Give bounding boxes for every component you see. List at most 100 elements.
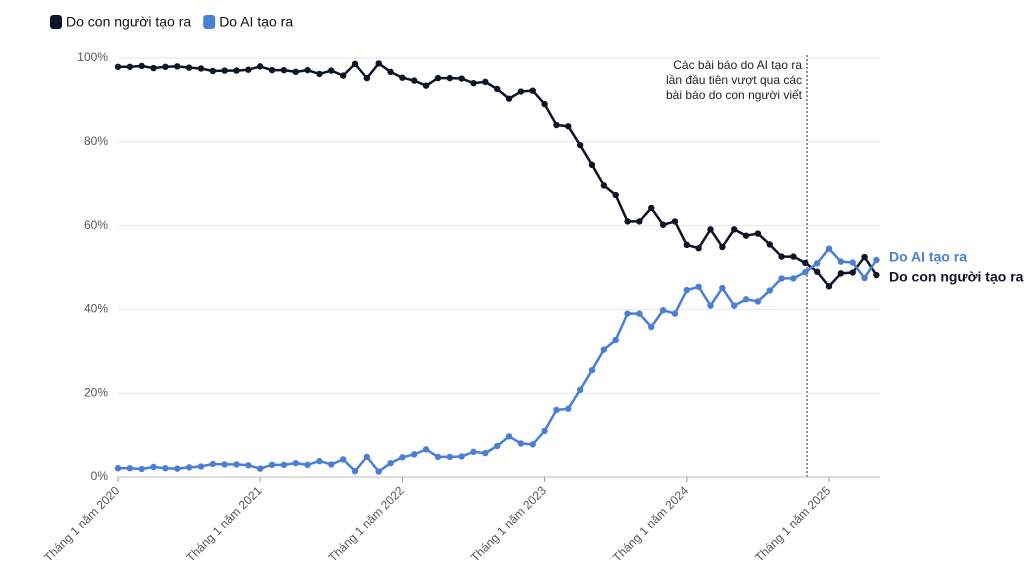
point: [612, 336, 619, 344]
point: [742, 232, 750, 239]
point: [351, 467, 359, 475]
point: [541, 427, 548, 435]
point: [150, 463, 157, 471]
point: [600, 346, 608, 353]
legend-swatch: [50, 15, 62, 29]
series: [114, 245, 880, 475]
point: [422, 82, 430, 89]
point: [529, 441, 536, 448]
point: [197, 463, 205, 470]
point: [304, 461, 311, 469]
point: [292, 68, 299, 76]
point: [790, 253, 797, 260]
point: [387, 68, 394, 76]
point: [363, 74, 371, 82]
point: [375, 468, 382, 475]
point: [316, 457, 323, 465]
point: [458, 453, 465, 460]
point: [209, 67, 216, 75]
point: [185, 464, 193, 471]
point: [280, 66, 288, 74]
point: [114, 63, 122, 70]
point: [185, 64, 193, 71]
point: [707, 226, 714, 233]
point: [494, 442, 501, 450]
point: [861, 253, 868, 261]
point: [434, 453, 442, 461]
point: [505, 95, 513, 102]
point: [162, 63, 169, 70]
point: [470, 448, 477, 456]
point: [873, 271, 880, 279]
point: [541, 100, 548, 108]
point: [778, 253, 785, 260]
point: [813, 260, 821, 267]
y-tick-label: 80%: [84, 134, 108, 148]
point: [695, 245, 702, 252]
point: [505, 433, 513, 440]
point: [209, 460, 216, 468]
point: [257, 465, 264, 472]
point: [849, 269, 856, 276]
point: [576, 141, 584, 149]
point: [221, 67, 228, 74]
point: [517, 440, 525, 447]
point: [446, 453, 453, 461]
point: [754, 298, 762, 305]
point: [470, 79, 477, 87]
point: [707, 302, 714, 309]
series: [114, 60, 880, 290]
x-tick-label: Tháng 1 năm 2023: [468, 483, 549, 564]
x-tick-label: Tháng 1 năm 2025: [752, 483, 833, 564]
point: [612, 191, 619, 199]
annotation: Các bài báo do AI tạo ra: [673, 58, 802, 72]
legend-label: Do AI tạo ra: [219, 14, 293, 30]
point: [174, 63, 181, 70]
point: [363, 453, 371, 461]
point: [114, 465, 122, 472]
point: [742, 296, 750, 303]
y-tick-label: 40%: [84, 302, 108, 316]
point: [434, 74, 442, 82]
point: [659, 221, 667, 228]
point: [245, 462, 252, 469]
point: [422, 446, 430, 453]
point: [802, 268, 809, 276]
point: [588, 161, 596, 169]
point: [257, 63, 264, 70]
point: [268, 461, 276, 469]
point: [565, 123, 572, 130]
legend-swatch: [203, 15, 216, 29]
point: [399, 454, 406, 461]
point: [813, 268, 821, 275]
x-tick-label: Tháng 1 năm 2022: [326, 483, 407, 564]
point: [553, 121, 560, 129]
point: [553, 406, 560, 414]
point: [600, 182, 608, 189]
x-tick-label: Tháng 1 năm 2024: [610, 483, 691, 564]
point: [683, 286, 690, 294]
point: [861, 274, 868, 282]
annotation: lần đầu tiên vượt qua các: [666, 73, 802, 87]
point: [576, 386, 584, 394]
point: [375, 60, 382, 67]
point: [268, 66, 276, 74]
point: [482, 449, 489, 457]
y-tick-label: 100%: [77, 50, 108, 64]
point: [849, 259, 856, 266]
end-label: Do AI tạo ra: [889, 249, 967, 265]
point: [671, 218, 679, 225]
point: [565, 405, 572, 412]
point: [588, 366, 596, 374]
point: [328, 67, 335, 74]
point: [790, 275, 797, 282]
point: [778, 275, 785, 282]
point: [731, 302, 738, 309]
point: [316, 70, 323, 78]
x-tick-label: Tháng 1 năm 2021: [183, 483, 264, 564]
point: [339, 456, 347, 463]
point: [399, 74, 406, 81]
point: [825, 245, 833, 252]
y-tick-label: 60%: [84, 218, 108, 232]
